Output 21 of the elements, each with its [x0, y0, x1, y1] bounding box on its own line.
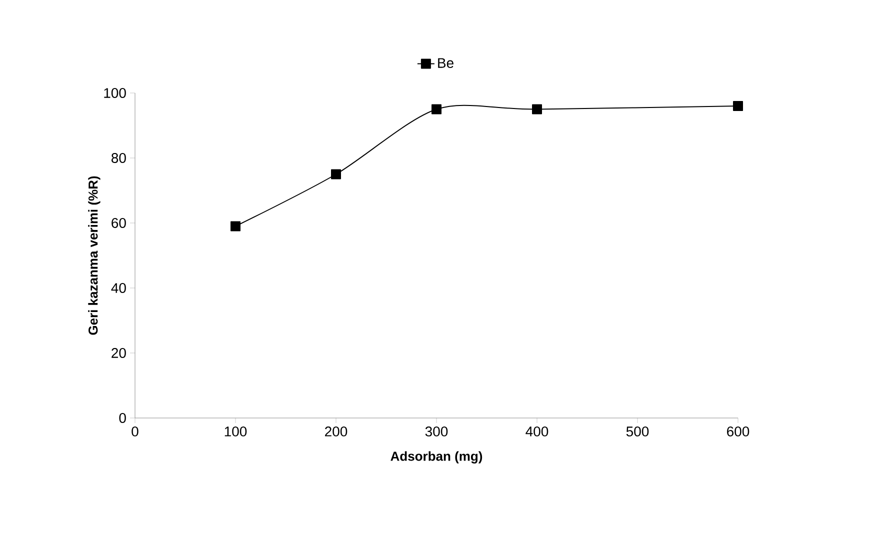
- x-tick-label: 200: [325, 426, 348, 436]
- x-tick-label: 600: [727, 426, 750, 436]
- point: [733, 100, 744, 111]
- x-axis-title: Adsorban (mg): [390, 451, 482, 464]
- y-tick-label: 20: [112, 348, 126, 358]
- point: [432, 104, 442, 114]
- y-tick-label: 0: [119, 413, 126, 423]
- y-tick-label: 40: [111, 283, 126, 293]
- legend-label: Be: [438, 58, 454, 68]
- y-tick-label: 80: [112, 153, 126, 163]
- point: [331, 169, 341, 180]
- point: [532, 104, 542, 114]
- x-tick-label: 300: [425, 426, 448, 436]
- x-tick-label: 500: [626, 426, 649, 436]
- y-tick-label: 100: [104, 88, 126, 98]
- x-tick-label: 0: [132, 426, 138, 436]
- x-tick-label: 400: [526, 426, 548, 436]
- point: [230, 221, 240, 232]
- y-axis-title: Geri kazanma verimi (%R): [88, 176, 100, 335]
- x-tick-label: 100: [224, 426, 247, 436]
- y-tick-label: 60: [112, 218, 126, 228]
